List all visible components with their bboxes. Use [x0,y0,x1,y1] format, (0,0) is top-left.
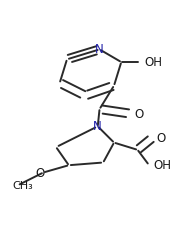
Text: O: O [35,167,45,180]
Text: N: N [93,120,102,133]
Text: OH: OH [145,56,163,68]
Text: O: O [135,108,144,121]
Text: O: O [157,131,166,145]
Text: OH: OH [153,159,171,172]
Text: N: N [95,43,104,56]
Text: CH₃: CH₃ [13,182,33,191]
